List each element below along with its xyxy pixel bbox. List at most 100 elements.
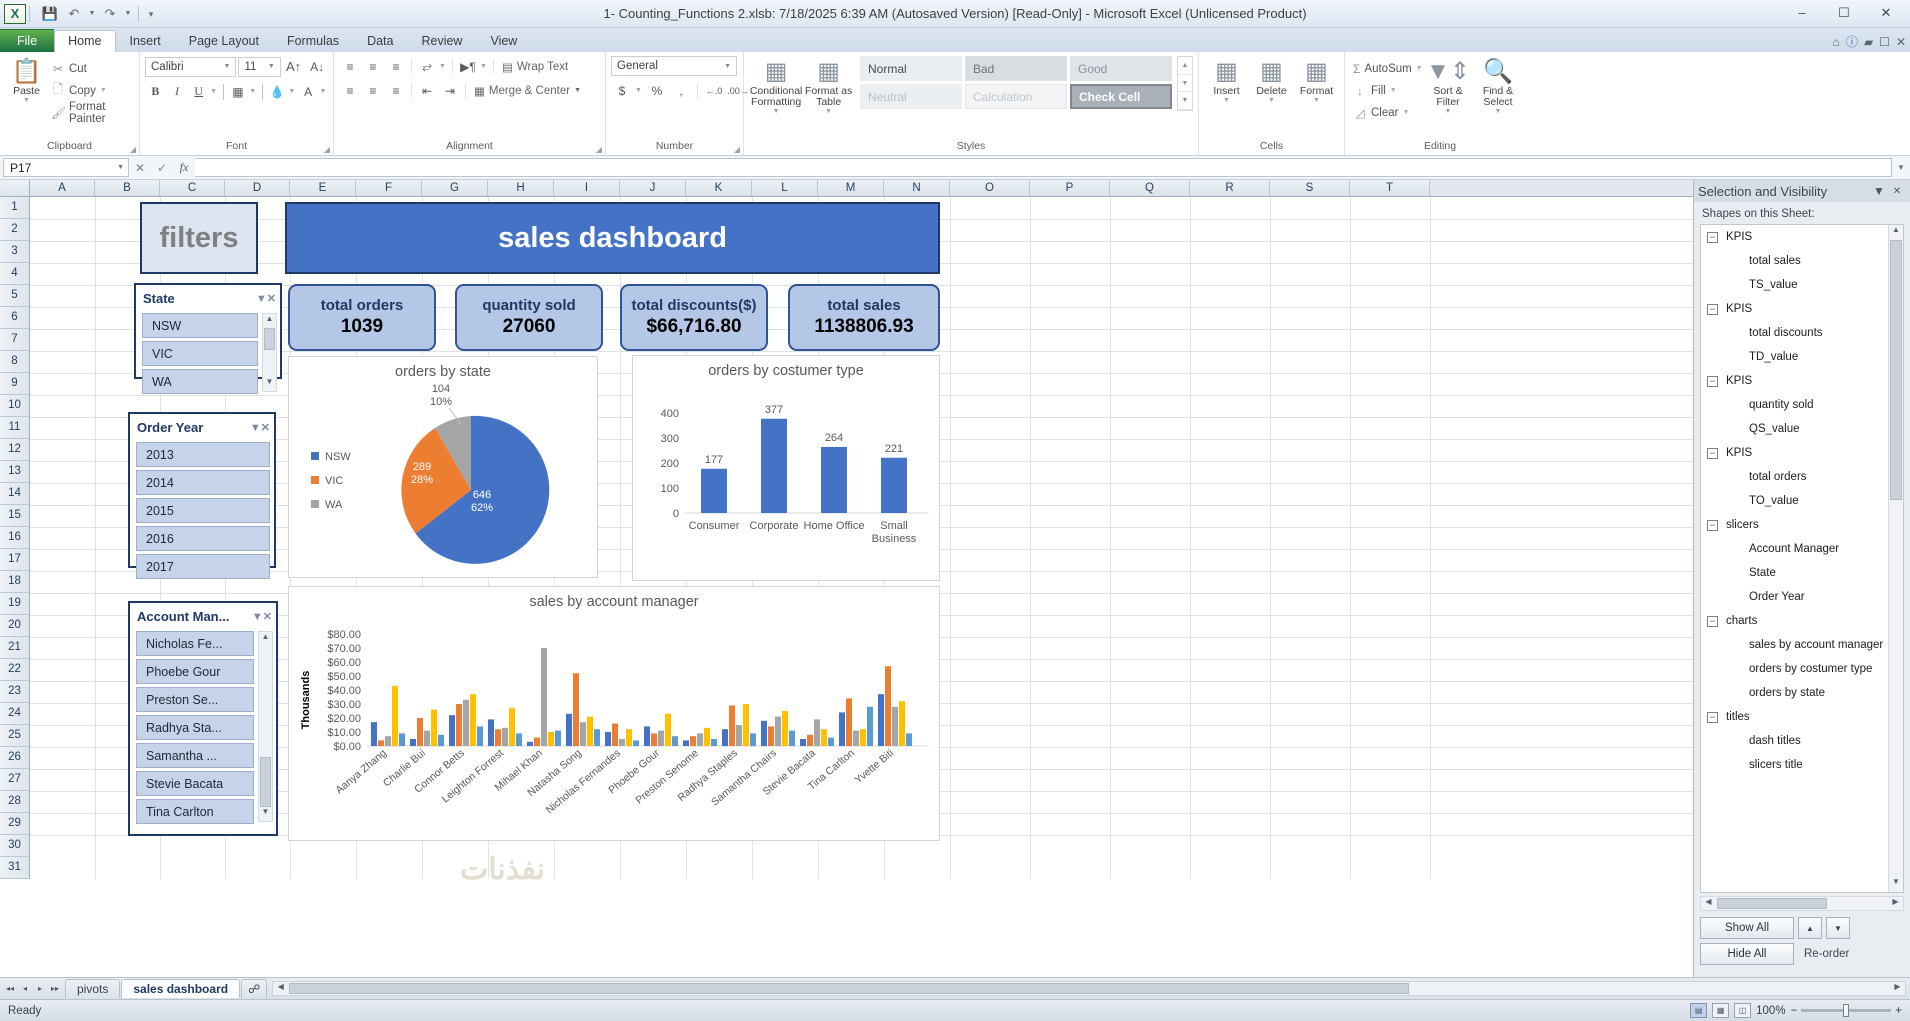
- undo-icon[interactable]: ↶: [68, 5, 80, 21]
- slicer-account-manager[interactable]: Account Man... ▼✕ Nicholas Fe... Phoebe …: [128, 601, 278, 836]
- chevron-down-icon[interactable]: ▼: [117, 164, 124, 171]
- tree-item-total-sales[interactable]: total sales: [1749, 255, 1801, 267]
- align-top-icon[interactable]: ≡: [346, 59, 354, 74]
- row-header-18[interactable]: 18: [0, 571, 29, 593]
- arrow-down-icon[interactable]: ▼: [261, 807, 270, 816]
- clear-filter-icon[interactable]: ▼✕: [249, 421, 270, 434]
- minimize-button[interactable]: –: [1798, 4, 1806, 20]
- arrow-down-icon[interactable]: ▼: [265, 377, 274, 386]
- row-header-31[interactable]: 31: [0, 857, 29, 879]
- slicer-item-2013[interactable]: 2013: [136, 442, 270, 467]
- chevron-down-icon[interactable]: ▼: [1873, 184, 1885, 198]
- column-header-A[interactable]: A: [30, 180, 95, 196]
- column-header-G[interactable]: G: [422, 180, 488, 196]
- dashboard-title-shape[interactable]: sales dashboard: [285, 202, 940, 274]
- slicer-item-2016[interactable]: 2016: [136, 526, 270, 551]
- column-header-Q[interactable]: Q: [1110, 180, 1190, 196]
- accounting-format-icon[interactable]: $: [618, 83, 626, 98]
- row-header-19[interactable]: 19: [0, 593, 29, 615]
- delete-cells-button[interactable]: ▦ Delete ▼: [1249, 56, 1294, 105]
- formula-input[interactable]: [195, 158, 1892, 177]
- column-header-O[interactable]: O: [950, 180, 1030, 196]
- collapse-icon[interactable]: −: [1707, 447, 1718, 459]
- horizontal-scrollbar[interactable]: ◀ ▶: [272, 981, 1906, 996]
- column-header-C[interactable]: C: [160, 180, 225, 196]
- row-header-10[interactable]: 10: [0, 395, 29, 417]
- tree-item-dash-titles[interactable]: dash titles: [1749, 735, 1801, 747]
- slicer-item-phoebe-gour[interactable]: Phoebe Gour: [136, 659, 254, 684]
- clear-filter-icon[interactable]: ▼✕: [251, 610, 272, 623]
- tab-insert[interactable]: Insert: [129, 34, 161, 48]
- collapse-icon[interactable]: −: [1707, 615, 1718, 627]
- row-header-28[interactable]: 28: [0, 791, 29, 813]
- column-header-H[interactable]: H: [488, 180, 554, 196]
- tab-view[interactable]: View: [490, 34, 518, 48]
- row-header-23[interactable]: 23: [0, 681, 29, 703]
- column-header-K[interactable]: K: [686, 180, 752, 196]
- tree-vertical-scrollbar[interactable]: ▲ ▼: [1888, 225, 1903, 892]
- column-header-I[interactable]: I: [554, 180, 620, 196]
- next-sheet-icon[interactable]: ▸: [37, 984, 42, 993]
- row-header-13[interactable]: 13: [0, 461, 29, 483]
- insert-worksheet-icon[interactable]: ☍: [241, 979, 268, 998]
- select-all-corner[interactable]: [0, 180, 30, 196]
- zoom-track[interactable]: [1801, 1004, 1892, 1017]
- tree-group-kpis-2[interactable]: − KPIS: [1701, 297, 1903, 321]
- show-all-button[interactable]: Show All: [1700, 917, 1794, 939]
- sheet-tab-pivots[interactable]: pivots: [65, 979, 121, 998]
- arrow-left-icon[interactable]: ◀: [1705, 897, 1712, 906]
- arrow-up-icon[interactable]: ▲: [1892, 225, 1900, 234]
- help-icon[interactable]: ⓘ: [1845, 35, 1858, 49]
- merge-center-button[interactable]: ▦ Merge & Center ▼: [470, 80, 585, 101]
- slicer-item-preston-senome[interactable]: Preston Se...: [136, 687, 254, 712]
- row-header-26[interactable]: 26: [0, 747, 29, 769]
- tree-group-kpis-1[interactable]: − KPIS: [1701, 225, 1903, 249]
- percent-format-icon[interactable]: %: [651, 83, 663, 98]
- row-header-24[interactable]: 24: [0, 703, 29, 725]
- chevron-down-icon[interactable]: ▼: [249, 88, 257, 95]
- slicer-state[interactable]: State ▼✕ NSW VIC WA ▲ ▼: [134, 283, 282, 394]
- arrow-up-icon[interactable]: ▲: [261, 632, 270, 641]
- kpi-total-discounts[interactable]: total discounts($) $66,716.80: [620, 284, 768, 351]
- clipboard-dialog-launcher[interactable]: ◢: [129, 145, 136, 154]
- tree-item-to-value[interactable]: TO_value: [1749, 495, 1799, 507]
- style-bad[interactable]: Bad: [965, 56, 1067, 81]
- row-header-7[interactable]: 7: [0, 329, 29, 351]
- tree-item-total-discounts[interactable]: total discounts: [1749, 327, 1823, 339]
- arrow-down-icon[interactable]: ▼: [1826, 917, 1850, 939]
- page-layout-icon[interactable]: ▦: [1712, 1003, 1730, 1018]
- tree-item-slicers-title[interactable]: slicers title: [1749, 759, 1803, 771]
- chevron-down-icon[interactable]: ▼: [439, 63, 446, 70]
- undo-dropdown-icon[interactable]: ▼: [88, 9, 96, 17]
- last-sheet-icon[interactable]: ▸▸: [50, 984, 60, 993]
- tree-item-total-orders[interactable]: total orders: [1749, 471, 1807, 483]
- slicer-item-samantha-chairs[interactable]: Samantha ...: [136, 743, 254, 768]
- format-as-table-button[interactable]: ▦ Format as Table ▼: [803, 56, 854, 116]
- chart-orders-by-state[interactable]: orders by state NSW VIC: [288, 356, 598, 578]
- tab-data[interactable]: Data: [367, 34, 394, 48]
- font-color-icon[interactable]: A: [304, 84, 313, 99]
- borders-icon[interactable]: ▦: [232, 84, 244, 99]
- fx-icon[interactable]: fx: [179, 160, 189, 174]
- row-header-9[interactable]: 9: [0, 373, 29, 395]
- tab-file[interactable]: File: [0, 29, 55, 52]
- style-neutral[interactable]: Neutral: [860, 84, 962, 109]
- arrow-up-icon[interactable]: ▲: [1798, 917, 1822, 939]
- zoom-in-icon[interactable]: +: [1895, 1004, 1902, 1017]
- paste-button[interactable]: 📋 Paste ▼: [5, 56, 48, 105]
- row-header-1[interactable]: 1: [0, 197, 29, 219]
- number-dialog-launcher[interactable]: ◢: [733, 145, 740, 154]
- style-calculation[interactable]: Calculation: [965, 84, 1067, 109]
- column-header-F[interactable]: F: [356, 180, 422, 196]
- slicer-scrollbar[interactable]: ▲ ▼: [258, 631, 273, 822]
- tree-item-td-value[interactable]: TD_value: [1749, 351, 1799, 363]
- conditional-formatting-button[interactable]: ▦ Conditional Formatting ▼: [749, 56, 803, 116]
- align-middle-icon[interactable]: ≡: [369, 59, 377, 74]
- zoom-level[interactable]: 100%: [1756, 1004, 1786, 1017]
- format-cells-button[interactable]: ▦ Format ▼: [1294, 56, 1339, 105]
- tab-review[interactable]: Review: [421, 34, 463, 48]
- slicer-item-nicholas-fernandes[interactable]: Nicholas Fe...: [136, 631, 254, 656]
- slicer-item-2017[interactable]: 2017: [136, 554, 270, 579]
- column-header-M[interactable]: M: [818, 180, 884, 196]
- row-header-15[interactable]: 15: [0, 505, 29, 527]
